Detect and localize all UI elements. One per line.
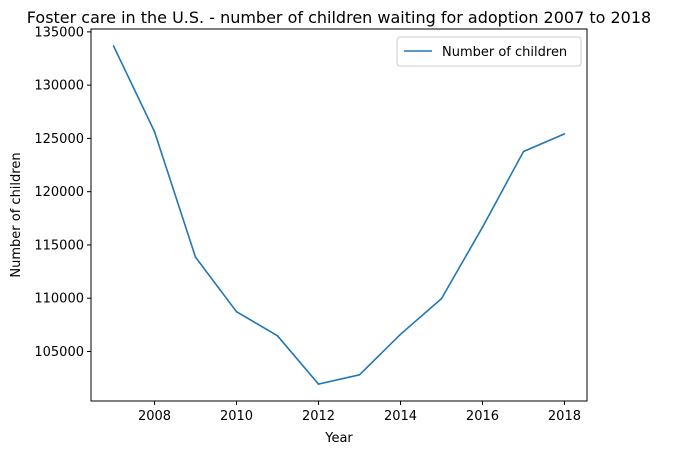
x-tick-label: 2016 bbox=[466, 409, 499, 424]
x-tick-label: 2012 bbox=[302, 409, 335, 424]
legend: Number of children bbox=[396, 36, 582, 67]
x-tick-label: 2008 bbox=[138, 409, 171, 424]
data-point-2007 bbox=[112, 45, 115, 47]
y-tick-label: 130000 bbox=[34, 79, 84, 94]
legend-box bbox=[396, 36, 582, 67]
data-point-2016 bbox=[481, 226, 484, 228]
x-tick-label: 2014 bbox=[384, 409, 417, 424]
y-tick-label: 125000 bbox=[34, 132, 84, 147]
x-axis-title: Year bbox=[324, 431, 353, 446]
data-point-2008 bbox=[153, 130, 156, 133]
y-axis: 105000 110000 115000 120000 125000 130000 1350… bbox=[34, 25, 91, 360]
data-point-2014 bbox=[399, 333, 402, 336]
data-point-2017 bbox=[522, 150, 525, 153]
data-point-2011 bbox=[276, 335, 279, 337]
y-axis-title: Number of children bbox=[9, 152, 24, 277]
data-point-2018 bbox=[563, 133, 566, 135]
x-tick-label: 2010 bbox=[220, 409, 253, 424]
x-tick-label: 2018 bbox=[548, 409, 581, 424]
data-point-2012 bbox=[317, 383, 320, 385]
plot-area bbox=[90, 28, 588, 402]
chart-title: Foster care in the U.S. - number of chil… bbox=[27, 8, 651, 27]
y-tick-label: 105000 bbox=[34, 345, 84, 360]
y-tick-label: 120000 bbox=[34, 185, 84, 200]
data-point-2013 bbox=[358, 373, 361, 376]
series-points bbox=[112, 45, 566, 385]
data-point-2015 bbox=[440, 297, 443, 300]
x-axis: 2008 2010 2012 2014 2016 2018 bbox=[138, 401, 581, 424]
y-tick-label: 135000 bbox=[34, 25, 84, 40]
y-tick-label: 110000 bbox=[34, 292, 84, 307]
data-point-2009 bbox=[194, 256, 197, 258]
legend-label: Number of children bbox=[442, 45, 567, 60]
data-point-2010 bbox=[235, 310, 238, 313]
y-tick-label: 115000 bbox=[34, 238, 84, 253]
series-line-number-of-children bbox=[112, 45, 565, 385]
